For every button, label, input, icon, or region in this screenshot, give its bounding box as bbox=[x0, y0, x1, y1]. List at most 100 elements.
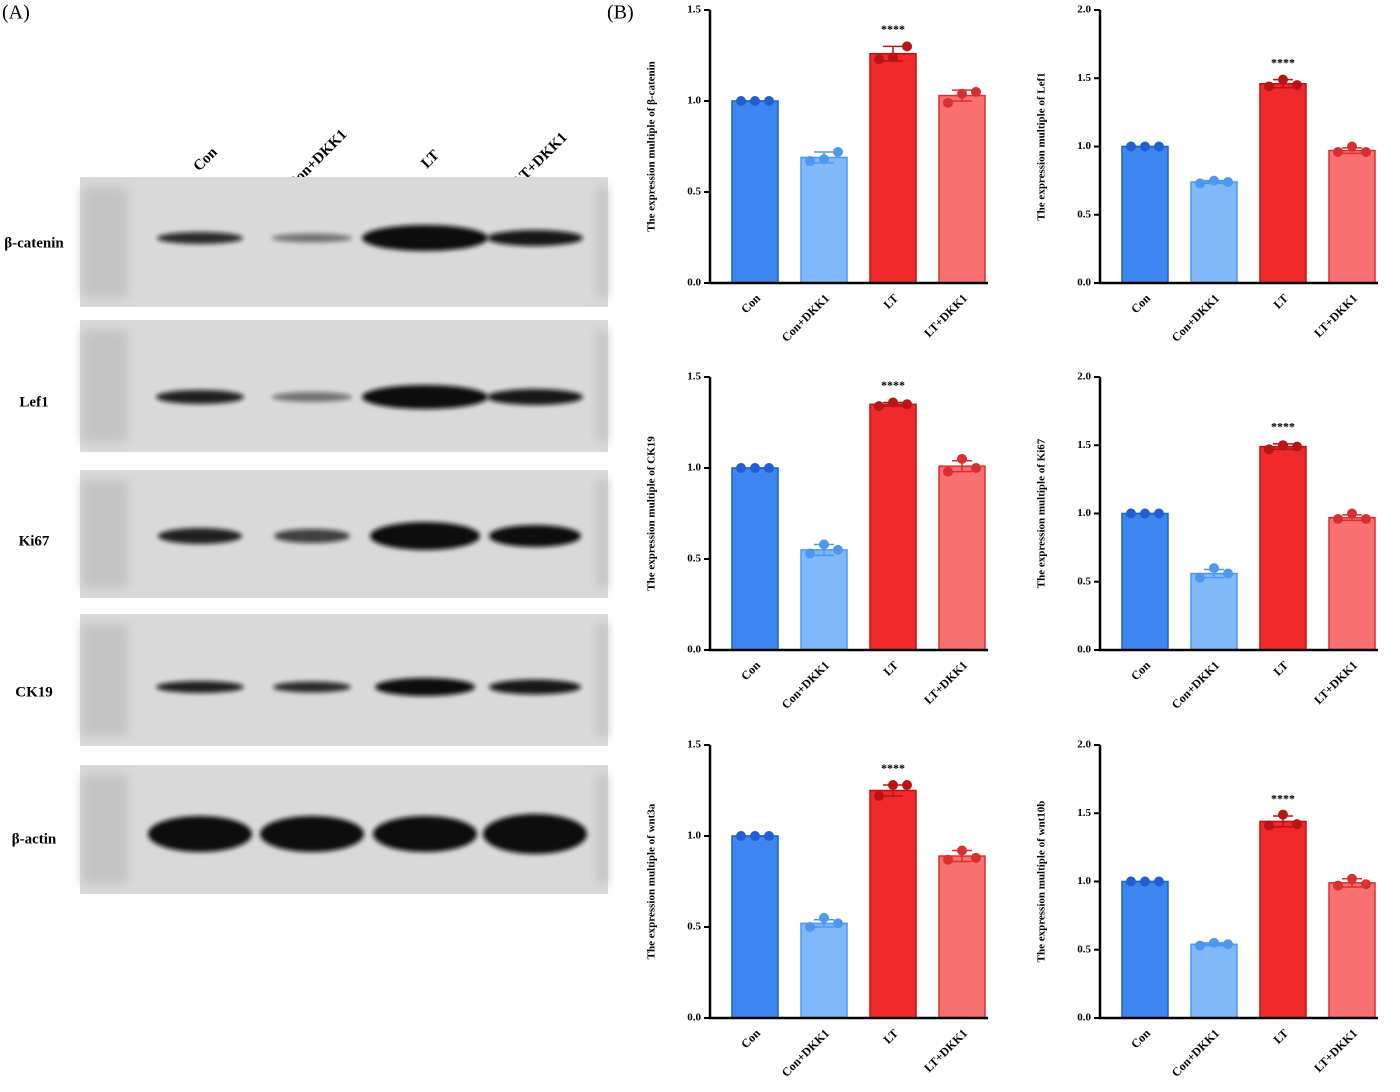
y-tick-label: 0.5 bbox=[1077, 943, 1091, 955]
data-point bbox=[902, 399, 912, 410]
data-point bbox=[874, 54, 884, 65]
data-point bbox=[1140, 508, 1150, 519]
band bbox=[156, 681, 244, 693]
data-point bbox=[1223, 568, 1233, 579]
data-point bbox=[888, 780, 898, 791]
y-tick-label: 0.0 bbox=[687, 644, 701, 656]
x-tick-label: LT+DKK1 bbox=[921, 658, 970, 707]
data-point bbox=[888, 52, 898, 63]
data-point bbox=[736, 831, 746, 841]
bar bbox=[1328, 149, 1376, 284]
band bbox=[483, 814, 587, 854]
data-point bbox=[1154, 141, 1164, 152]
data-point bbox=[1223, 176, 1233, 187]
x-tick-label: Con+DKK1 bbox=[779, 1026, 832, 1079]
data-point bbox=[1292, 80, 1302, 91]
data-point bbox=[819, 912, 829, 923]
data-point bbox=[943, 854, 953, 865]
data-point bbox=[957, 845, 967, 856]
data-point bbox=[957, 88, 967, 99]
data-point bbox=[1154, 508, 1164, 519]
data-point bbox=[874, 790, 884, 801]
data-point bbox=[1195, 940, 1205, 951]
panel-label: (B) bbox=[607, 2, 634, 24]
ladder-smear bbox=[82, 480, 128, 588]
data-point bbox=[902, 780, 912, 791]
data-point bbox=[943, 466, 953, 477]
data-point bbox=[1361, 513, 1371, 524]
y-axis-label: The expression multiple of wnt3a bbox=[646, 803, 658, 959]
ladder-smear bbox=[596, 775, 608, 884]
data-point bbox=[750, 96, 760, 106]
row-label: Ki67 bbox=[19, 533, 50, 549]
bar bbox=[938, 465, 986, 651]
y-tick-label: 1.0 bbox=[1077, 507, 1091, 519]
y-tick-label: 1.0 bbox=[687, 830, 701, 842]
bar bbox=[869, 403, 917, 651]
data-point bbox=[750, 463, 760, 473]
band bbox=[370, 522, 480, 550]
y-tick-label: 1.5 bbox=[687, 4, 701, 16]
data-point bbox=[1223, 939, 1233, 950]
bar bbox=[1259, 445, 1307, 651]
data-point bbox=[1361, 879, 1371, 890]
significance: **** bbox=[881, 22, 905, 36]
data-point bbox=[888, 397, 898, 408]
x-tick-label: LT+DKK1 bbox=[1311, 1026, 1360, 1075]
significance: **** bbox=[881, 761, 905, 775]
significance: **** bbox=[1271, 792, 1295, 806]
band bbox=[272, 233, 352, 243]
significance: **** bbox=[881, 378, 905, 392]
data-point bbox=[957, 453, 967, 464]
data-point bbox=[805, 548, 815, 559]
blot-membrane bbox=[80, 320, 608, 452]
ladder-smear bbox=[82, 775, 128, 884]
bar bbox=[1121, 880, 1169, 1019]
band bbox=[274, 529, 350, 543]
y-tick-label: 1.0 bbox=[687, 462, 701, 474]
x-tick-label: Con+DKK1 bbox=[779, 291, 832, 344]
bar bbox=[800, 922, 848, 1019]
bar bbox=[1190, 943, 1238, 1019]
data-point bbox=[874, 401, 884, 412]
x-tick-label: Con+DKK1 bbox=[1169, 658, 1222, 711]
band bbox=[487, 230, 583, 246]
bar bbox=[869, 52, 917, 284]
ladder-smear bbox=[82, 187, 128, 297]
data-point bbox=[1140, 141, 1150, 152]
x-tick-label: LT+DKK1 bbox=[1311, 291, 1360, 340]
bar bbox=[1328, 882, 1376, 1019]
bar bbox=[1259, 820, 1307, 1019]
y-tick-label: 2.0 bbox=[1077, 739, 1091, 751]
data-point bbox=[833, 918, 843, 929]
data-point bbox=[819, 154, 829, 165]
bar bbox=[1328, 516, 1376, 651]
y-tick-label: 0.5 bbox=[1077, 208, 1091, 220]
y-tick-label: 0.5 bbox=[687, 921, 701, 933]
data-point bbox=[1126, 876, 1136, 887]
y-tick-label: 0.0 bbox=[1077, 277, 1091, 289]
x-tick-label: Con bbox=[1128, 291, 1153, 316]
data-point bbox=[1209, 175, 1219, 186]
x-tick-label: LT+DKK1 bbox=[921, 291, 970, 340]
band bbox=[156, 390, 244, 404]
data-point bbox=[1140, 876, 1150, 887]
y-tick-label: 1.5 bbox=[687, 739, 701, 751]
data-point bbox=[902, 41, 912, 52]
bar bbox=[731, 100, 779, 284]
ladder-smear bbox=[596, 187, 608, 297]
band bbox=[272, 392, 352, 402]
data-point bbox=[1278, 74, 1288, 85]
bar bbox=[1259, 82, 1307, 284]
y-tick-label: 1.0 bbox=[687, 95, 701, 107]
x-tick-label: Con bbox=[738, 291, 763, 316]
data-point bbox=[1264, 444, 1274, 455]
band bbox=[373, 816, 477, 852]
data-point bbox=[1209, 563, 1219, 574]
ladder-smear bbox=[82, 330, 128, 442]
data-point bbox=[971, 86, 981, 97]
band bbox=[157, 232, 243, 244]
bar bbox=[800, 549, 848, 651]
band bbox=[148, 816, 252, 852]
band bbox=[260, 816, 364, 852]
